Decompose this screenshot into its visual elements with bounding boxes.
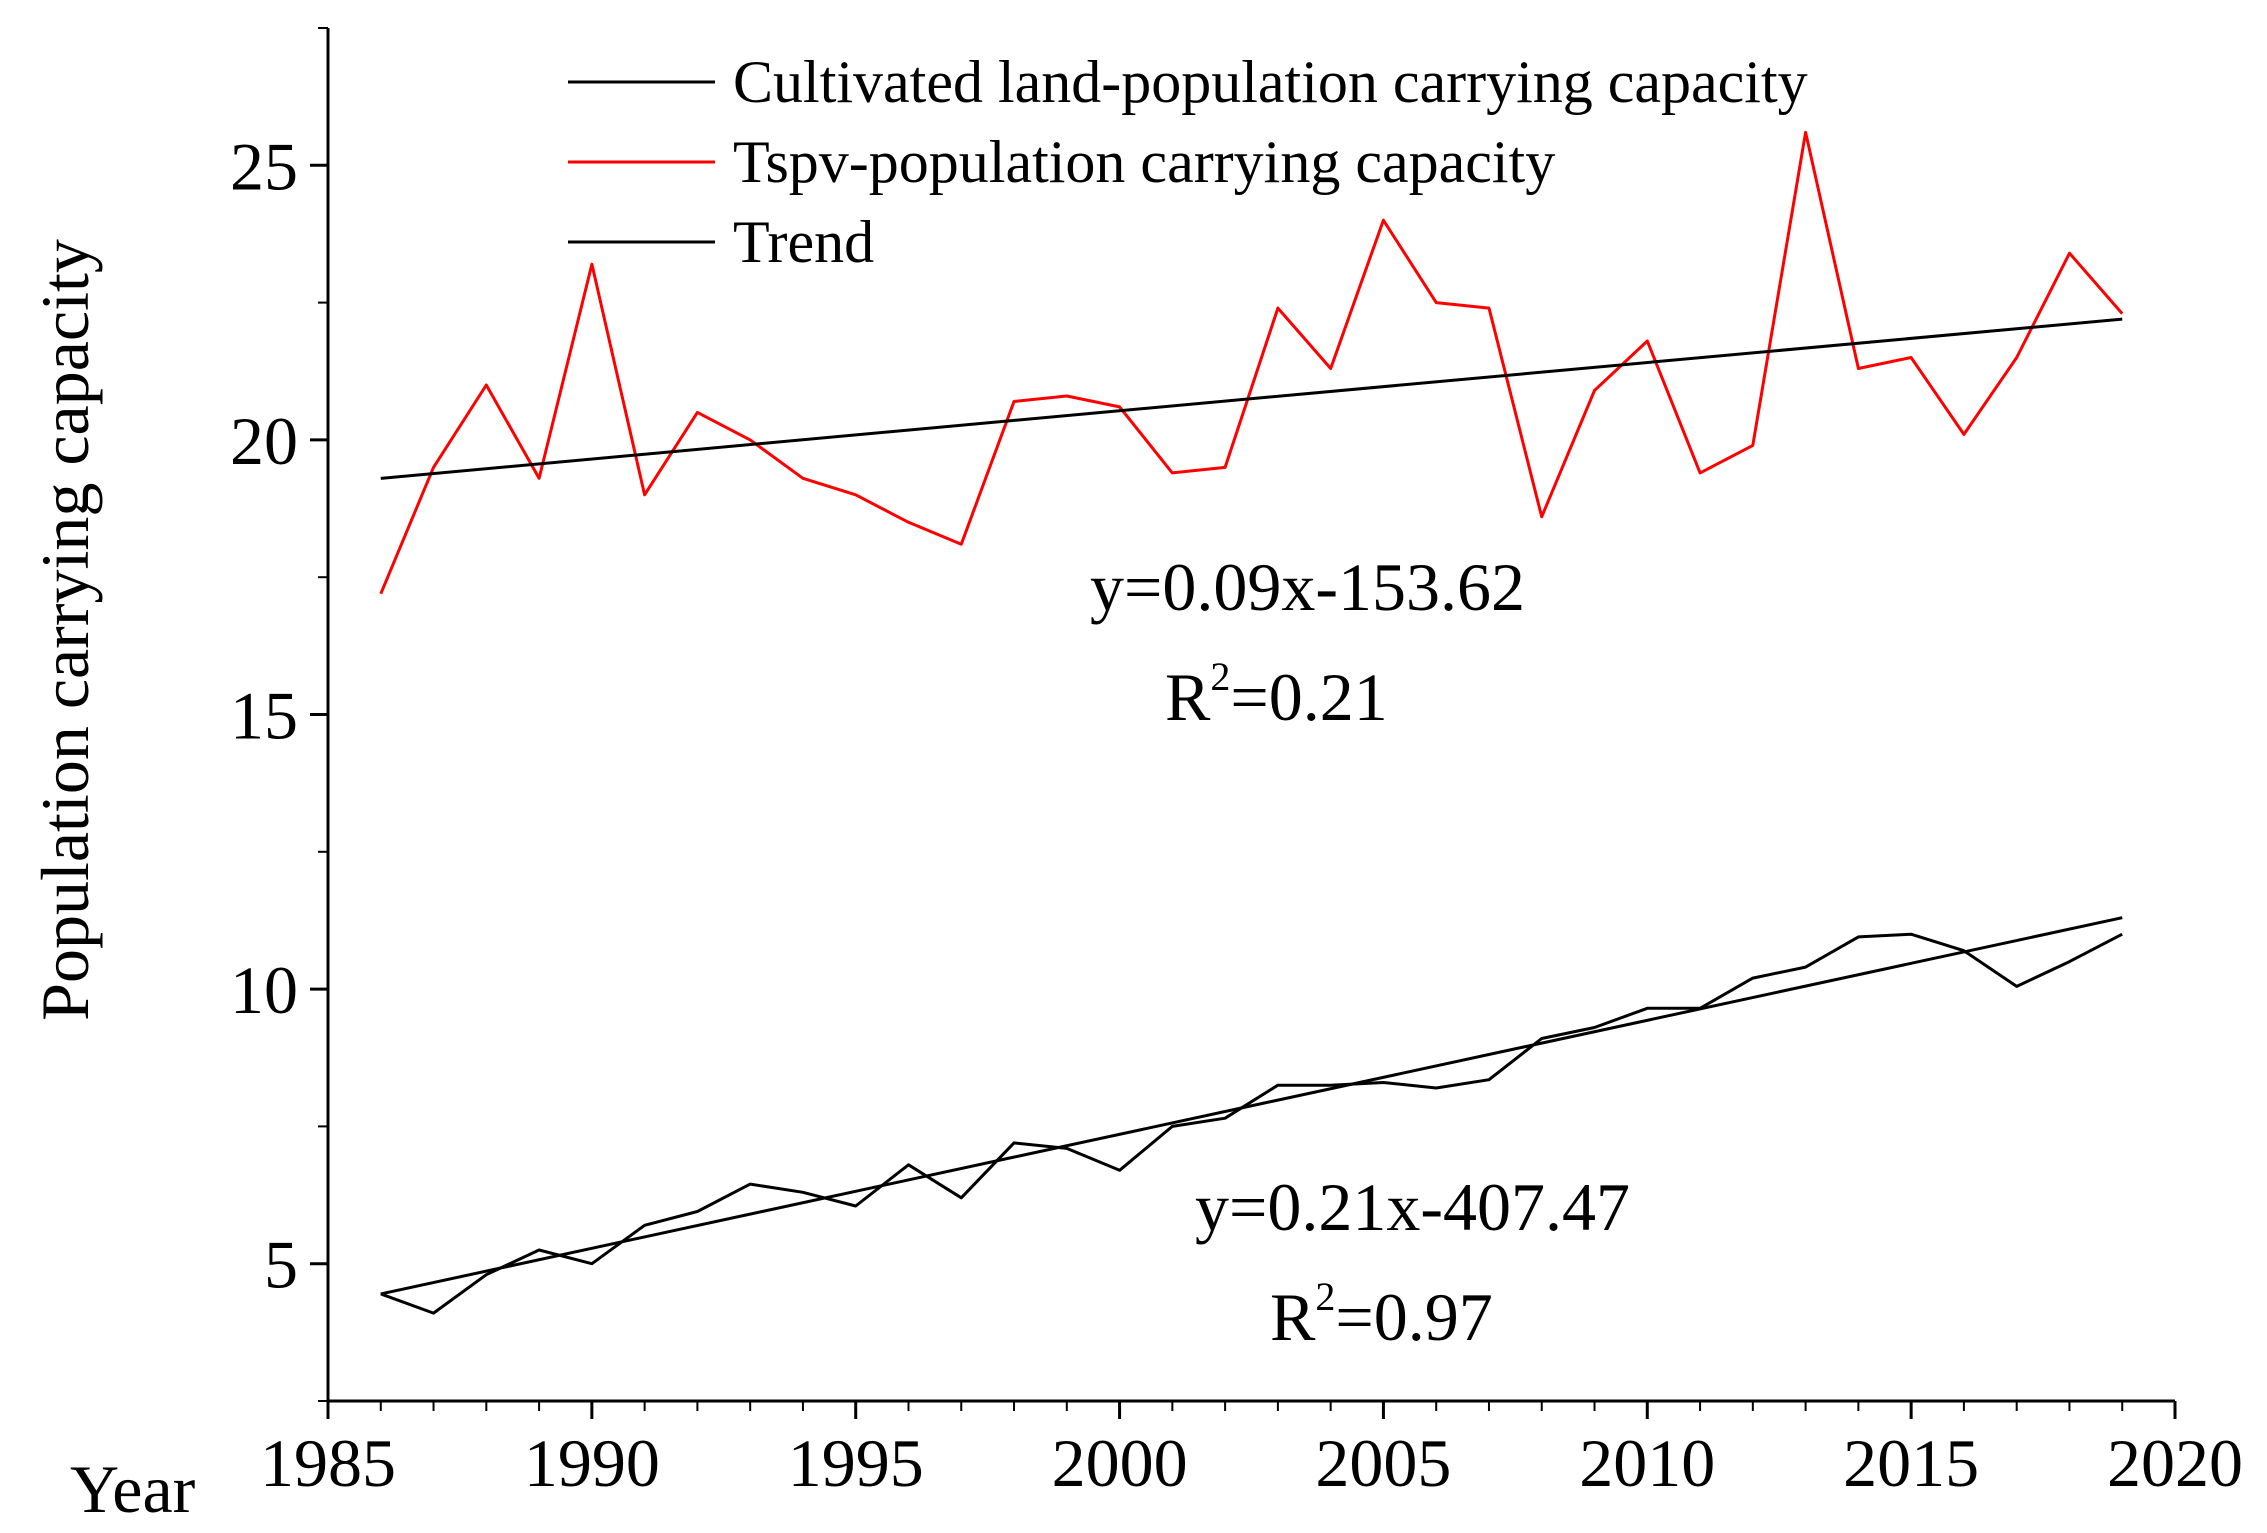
y-tick-label: 10: [230, 952, 298, 1028]
cultivated-land-trend-line: [380, 916, 2123, 1296]
series-layer: [379, 130, 2124, 1315]
x-tick-label: 1990: [524, 1425, 660, 1501]
lower-equation: y=0.21x-407.47: [1195, 1169, 1630, 1245]
x-tick-label: 2005: [1315, 1425, 1451, 1501]
y-axis-title: Population carrying capacity: [27, 239, 103, 1021]
cultivated-land-series-line: [380, 932, 2123, 1315]
x-tick-label: 2015: [1843, 1425, 1979, 1501]
y-tick-label: 5: [264, 1227, 298, 1303]
upper-equation: y=0.09x-153.62: [1090, 549, 1525, 625]
tspv-trend-line: [380, 317, 2123, 480]
legend-item-cultivated-land-label: Cultivated land-population carrying capa…: [733, 49, 1808, 115]
x-tick-label: 2010: [1579, 1425, 1715, 1501]
x-tick-label: 2020: [2107, 1425, 2243, 1501]
x-axis-title: Year: [70, 1451, 196, 1527]
x-tick-label: 1985: [260, 1425, 396, 1501]
legend-item-trend-label: Trend: [733, 209, 874, 275]
y-tick-label: 25: [230, 128, 298, 204]
y-tick-label: 15: [230, 678, 298, 754]
tspv-series-line: [379, 130, 2124, 595]
annotations: y=0.09x-153.62 R2=0.21 y=0.21x-407.47 R2…: [1090, 549, 1630, 1355]
legend-item-tspv-label: Tspv-population carrying capacity: [733, 129, 1555, 195]
upper-r-squared: R2=0.21: [1165, 654, 1388, 735]
ticks: 1985 1990 1995 2000 2005 2010 2015 2020 5 10 15 20 2…: [230, 27, 2243, 1501]
x-tick-label: 2000: [1052, 1425, 1188, 1501]
trend-layer: [380, 317, 2123, 1296]
lower-r-squared: R2=0.97: [1270, 1274, 1493, 1355]
x-tick-label: 1995: [788, 1425, 924, 1501]
y-tick-label: 20: [230, 403, 298, 479]
legend: Cultivated land-population carrying capa…: [568, 49, 1808, 275]
